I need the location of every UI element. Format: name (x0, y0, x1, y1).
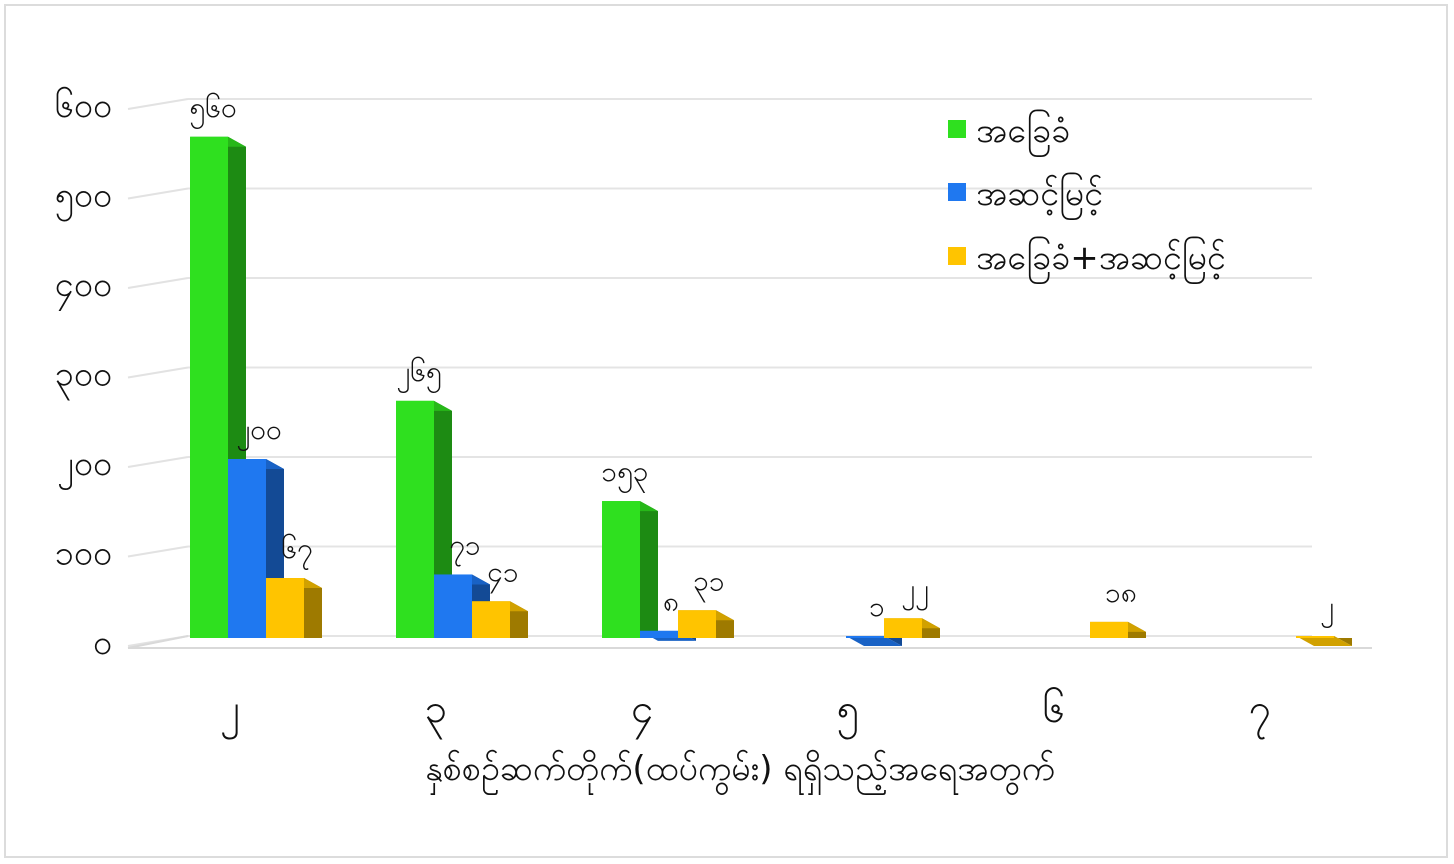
bar (1296, 636, 1334, 638)
x-tick-label: ၇ (1249, 686, 1272, 740)
bar (266, 578, 304, 638)
bar-top (846, 636, 902, 646)
bar (1090, 621, 1128, 638)
gridline-diagonal (127, 366, 189, 379)
bar (228, 459, 266, 638)
y-tick-label: ၂၀၀ (57, 444, 112, 490)
y-tick-label: ၃၀၀ (55, 355, 112, 401)
legend: အခြေခံ အဆင့်မြင့် အခြေခံ+အဆင့်မြင့် (948, 111, 1226, 284)
data-label: ၄၁ (487, 555, 519, 594)
x-tick-label: ၃ (425, 686, 448, 740)
y-tick-label: ၁၀၀ (55, 534, 112, 574)
gridline-diagonal (127, 545, 189, 558)
data-label: ၇၁ (449, 528, 481, 567)
gridline-diagonal (127, 187, 189, 200)
data-label: ၃၁ (693, 564, 725, 603)
bar (472, 601, 510, 638)
data-label: ၆၇ (281, 531, 313, 571)
legend-label-advanced: အဆင့်မြင့် (976, 174, 1103, 220)
bar-top (1296, 636, 1352, 646)
data-label: ၈ (663, 585, 679, 618)
x-tick-label: ၆ (1043, 686, 1066, 732)
bar (190, 136, 228, 639)
legend-swatch-basic (948, 120, 966, 138)
data-label: ၂၆၅ (396, 354, 441, 394)
bar-layer (190, 136, 1352, 646)
y-tick-label: ၄၀၀ (55, 265, 112, 311)
data-label: ၁၈ (1105, 576, 1137, 609)
bar (846, 636, 884, 638)
data-label: ၅၆၀ (189, 90, 236, 130)
bar (884, 618, 922, 638)
x-tick-label: ၅ (837, 686, 860, 740)
legend-label-combined: အခြေခံ+အဆင့်မြင့် (976, 238, 1226, 284)
data-label: ၂ (1320, 590, 1334, 629)
bar (640, 630, 678, 638)
x-tick-label: ၂ (220, 686, 240, 740)
x-tick-label: ၄ (631, 686, 654, 740)
bar (396, 400, 434, 638)
bar-side (304, 578, 322, 638)
grid-layer: ၀၁၀၀၂၀၀၃၀၀၄၀၀၅၀၀၆၀၀၂၃၄၅၆၇ (55, 86, 1372, 740)
bar (678, 610, 716, 638)
bar (434, 574, 472, 638)
legend-swatch-combined (948, 247, 966, 265)
x-axis-title: နှစ်စဉ်ဆက်တိုက်(ထပ်ကွမ်း) ရရှိသည့်အရေအတွ… (425, 749, 1055, 795)
y-tick-label: ၀ (93, 623, 112, 663)
bar (602, 501, 640, 638)
legend-label-basic: အခြေခံ (976, 111, 1070, 157)
floor-edge (127, 635, 189, 649)
data-label: ၁ (869, 590, 885, 623)
data-label: ၂၀၀ (236, 413, 281, 452)
legend-swatch-advanced (948, 183, 966, 201)
bar-side (640, 501, 658, 638)
gridline-diagonal (127, 456, 189, 468)
data-label: ၁၅၃ (601, 455, 648, 494)
data-label: ၂၂ (901, 572, 929, 611)
y-tick-label: ၆၀၀ (55, 86, 112, 126)
gridline-diagonal (127, 98, 189, 110)
gridline-diagonal (127, 277, 189, 289)
y-tick-label: ၅၀၀ (55, 176, 112, 222)
